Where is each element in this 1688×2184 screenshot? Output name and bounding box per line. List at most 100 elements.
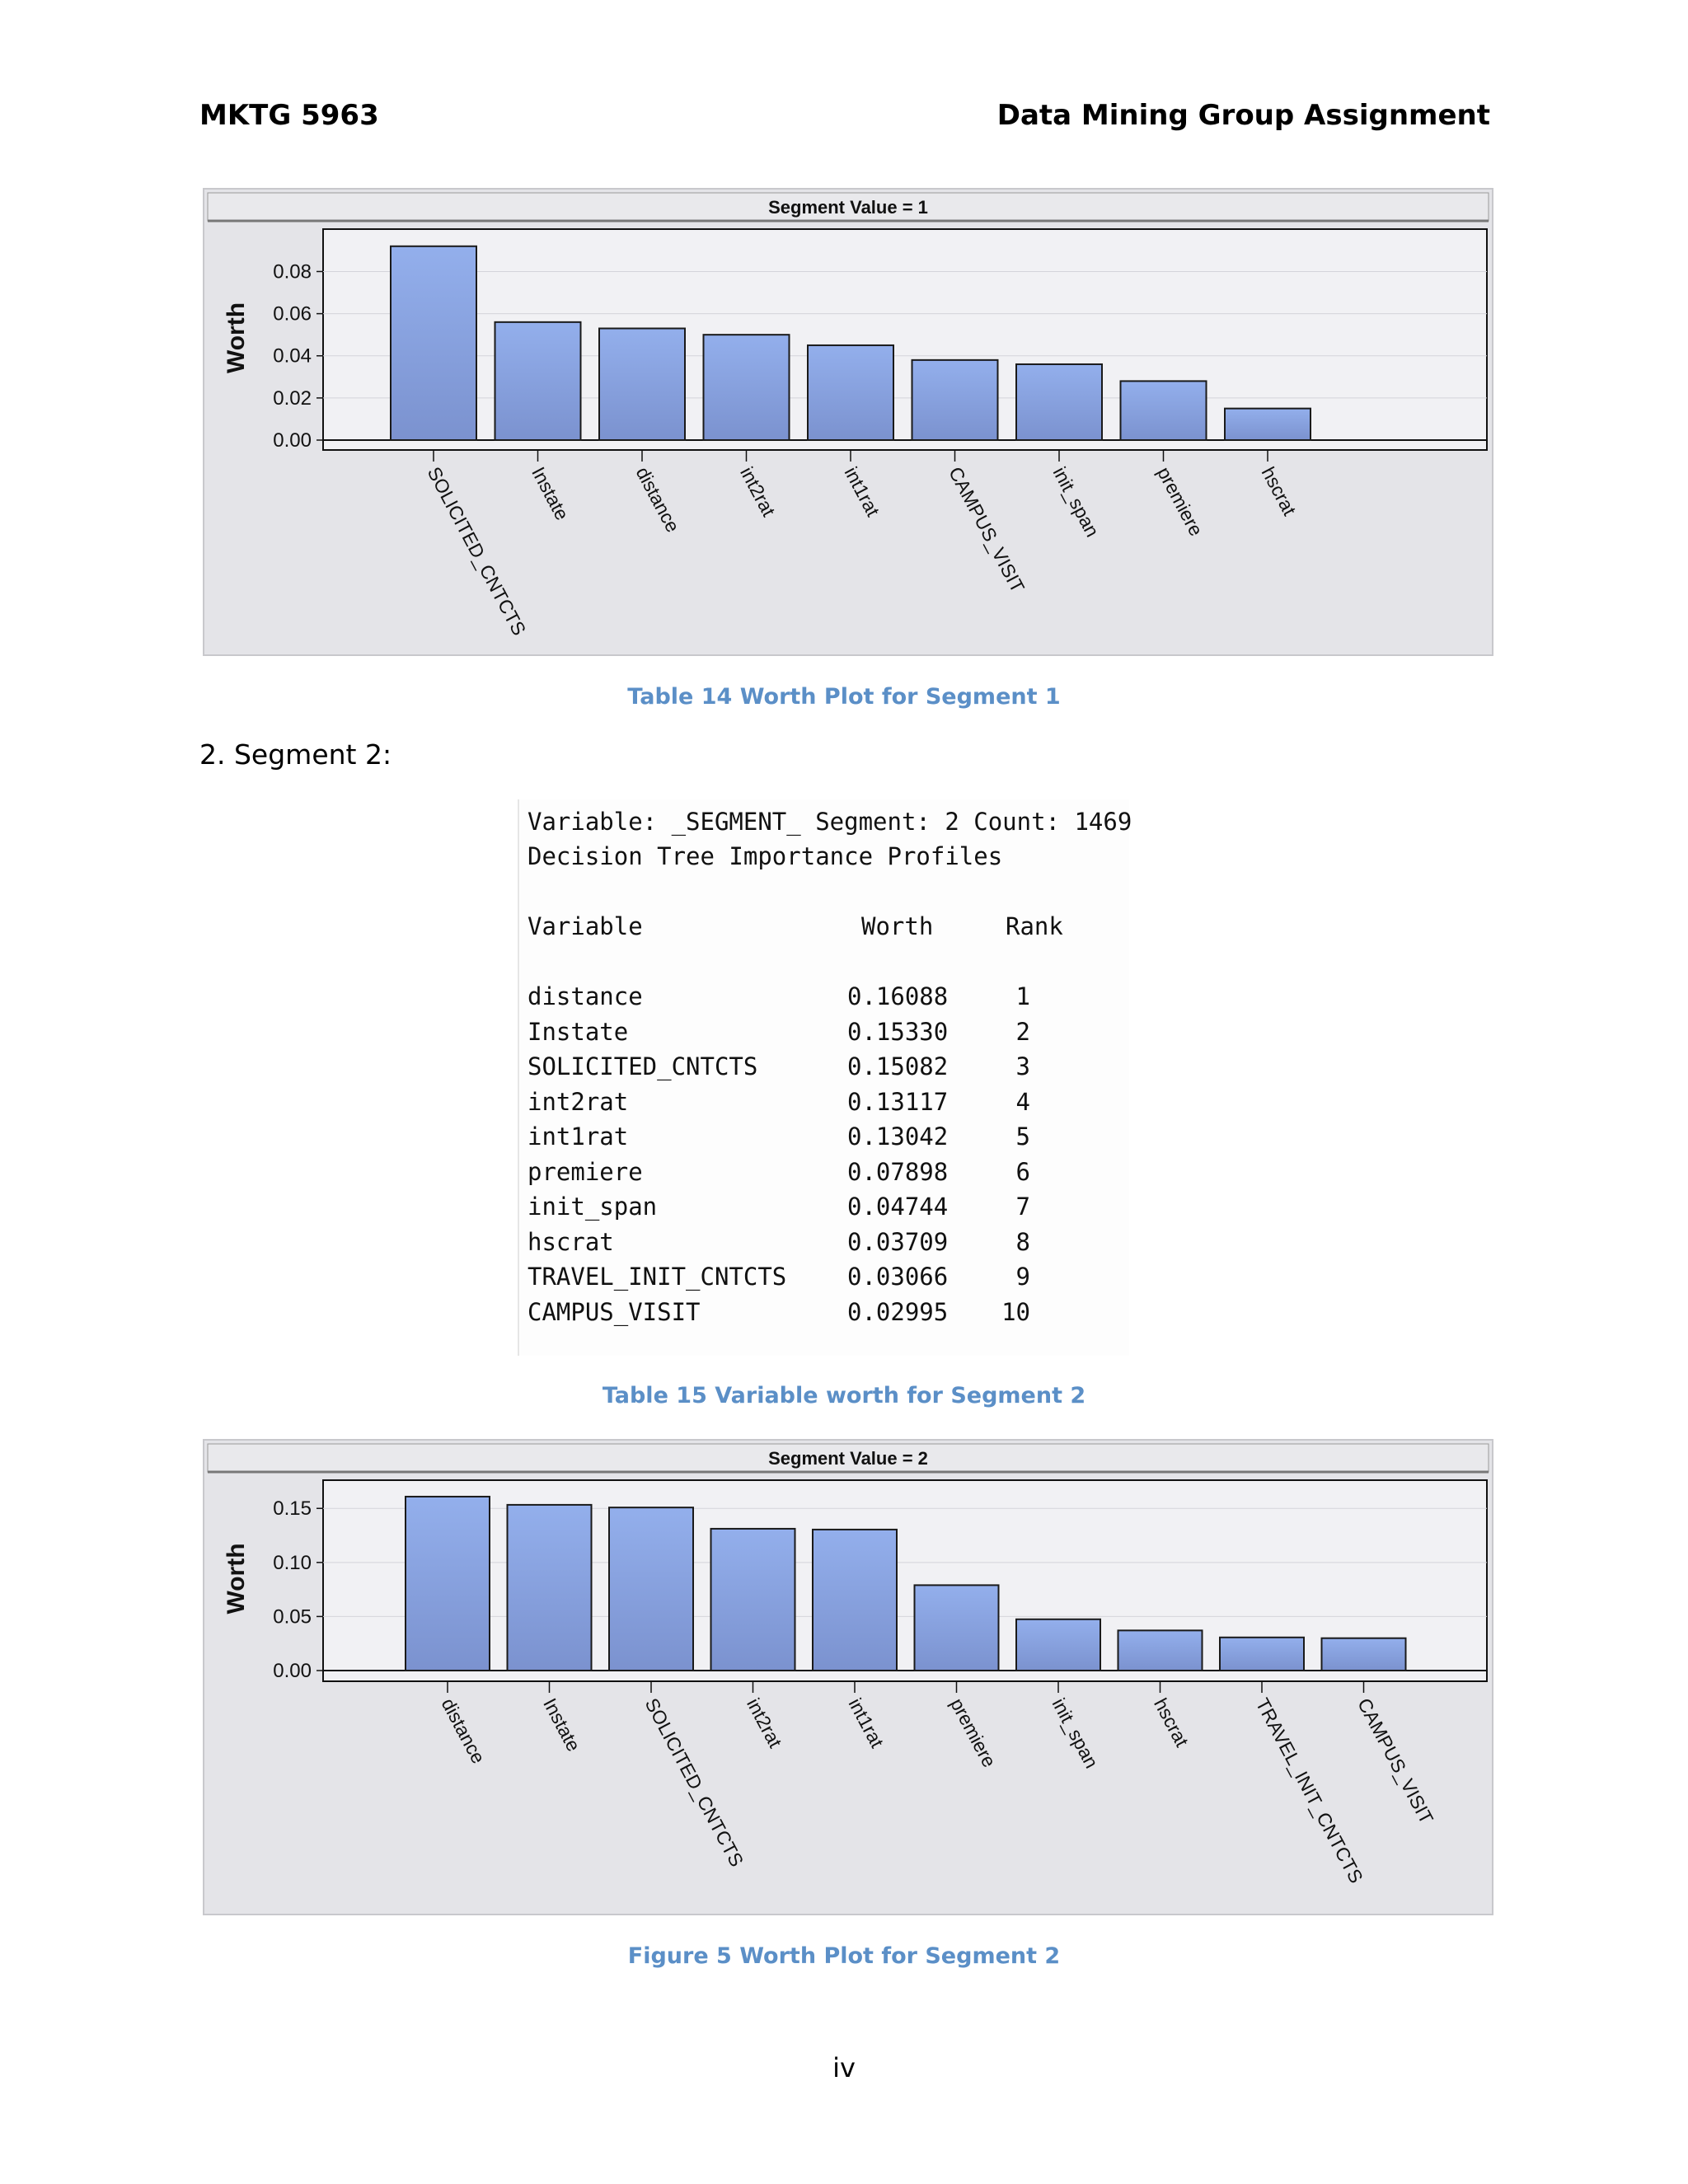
section-label-segment-2: 2. Segment 2: — [199, 738, 392, 771]
y-tick-label: 0.10 — [273, 1552, 312, 1574]
table-caption-segment-2: Table 15 Variable worth for Segment 2 — [602, 1383, 1086, 1408]
y-tick-label: 0.00 — [273, 429, 312, 452]
y-axis-label: Worth — [223, 1543, 250, 1614]
y-tick-label: 0.04 — [273, 345, 312, 368]
listing-row-variable: TRAVEL_INIT_CNTCTS — [528, 1263, 787, 1291]
x-tick-label: CAMPUS_VISIT — [1353, 1694, 1437, 1827]
chart-title-bar — [207, 192, 1489, 222]
listing-row-worth: 0.13117 — [847, 1087, 949, 1116]
bar — [390, 245, 477, 441]
listing-row-variable: distance — [528, 982, 643, 1010]
x-tick-label: premiere — [946, 1694, 1001, 1770]
listing-header-worth: Worth — [861, 912, 934, 940]
bar — [598, 327, 686, 441]
listing-header-variable: Variable — [528, 912, 643, 940]
listing-row-rank: 8 — [1015, 1227, 1030, 1256]
x-tick-label: CAMPUS_VISIT — [945, 463, 1029, 596]
listing-row-rank: 4 — [1015, 1087, 1030, 1116]
listing-row-rank: 1 — [1015, 982, 1030, 1010]
page-number: iv — [832, 2052, 856, 2083]
x-tick-label: Instate — [528, 463, 573, 523]
listing-row-worth: 0.02995 — [847, 1297, 949, 1326]
bar — [506, 1503, 593, 1672]
x-tick-label: hscrat — [1150, 1694, 1193, 1750]
bar — [1117, 1629, 1203, 1672]
x-tick-label: distance — [438, 1694, 490, 1767]
x-tick-label: Instate — [539, 1694, 584, 1755]
x-tick-label: TRAVEL_INIT_CNTCTS — [1252, 1694, 1367, 1886]
bar — [913, 1584, 1000, 1671]
listing-row-worth: 0.03066 — [847, 1263, 949, 1291]
y-tick-label: 0.05 — [273, 1605, 312, 1628]
y-tick-label: 0.08 — [273, 260, 312, 283]
bar — [1224, 407, 1311, 441]
listing-row-rank: 10 — [1001, 1297, 1030, 1326]
listing-row-worth: 0.04744 — [847, 1193, 949, 1221]
y-tick-label: 0.15 — [273, 1497, 312, 1520]
bar — [702, 334, 790, 441]
listing-title-line: Variable: _SEGMENT_ Segment: 2 Count: 14… — [528, 808, 1132, 836]
listing-row-rank: 7 — [1015, 1193, 1030, 1221]
bar — [494, 321, 582, 441]
chart-title: Segment Value = 1 — [768, 197, 928, 218]
x-tick-label: SOLICITED_CNTCTS — [424, 463, 531, 639]
bar — [1015, 363, 1103, 441]
figure-caption-segment-1: Table 14 Worth Plot for Segment 1 — [627, 684, 1061, 710]
listing-row-variable: Instate — [528, 1017, 629, 1046]
listing-row-worth: 0.15082 — [847, 1052, 949, 1080]
x-tick-label: SOLICITED_CNTCTS — [641, 1694, 748, 1870]
listing-row-variable: int1rat — [528, 1122, 629, 1151]
x-tick-label: init_span — [1048, 1694, 1103, 1772]
bar — [1219, 1636, 1305, 1671]
listing-row-worth: 0.16088 — [847, 982, 949, 1010]
bar — [1015, 1618, 1101, 1671]
x-tick-label: int2rat — [743, 1694, 786, 1751]
bar — [911, 359, 999, 442]
y-tick-label: 0.00 — [273, 1660, 312, 1682]
x-tick-label: init_span — [1049, 463, 1104, 541]
listing-row-rank: 2 — [1015, 1017, 1030, 1046]
y-tick-label: 0.02 — [273, 387, 312, 410]
worth-plot-segment-2: Segment Value = 2 0.15 0.10 0.05 0.00 Worth di… — [203, 1439, 1493, 1915]
listing-row-worth: 0.15330 — [847, 1017, 949, 1046]
listing-row-rank: 6 — [1015, 1157, 1030, 1186]
y-tick-label: 0.06 — [273, 303, 312, 326]
document-header-title: Data Mining Group Assignment — [996, 99, 1490, 132]
bar — [1320, 1637, 1407, 1671]
bar — [812, 1528, 898, 1671]
plot-area — [322, 1479, 1488, 1682]
bar — [807, 344, 894, 441]
listing-row-rank: 3 — [1015, 1052, 1030, 1080]
bar — [608, 1507, 694, 1671]
document-header-course: MKTG 5963 — [199, 99, 379, 132]
bar — [1119, 380, 1207, 441]
chart-title: Segment Value = 2 — [768, 1448, 928, 1469]
bar — [405, 1495, 490, 1672]
listing-row-variable: int2rat — [528, 1087, 629, 1116]
x-tick-label: int1rat — [841, 463, 884, 520]
listing-subtitle-line: Decision Tree Importance Profiles — [528, 842, 1003, 870]
listing-row-variable: init_span — [528, 1193, 658, 1221]
listing-row-worth: 0.13042 — [847, 1122, 949, 1151]
y-axis-label: Worth — [223, 302, 250, 373]
listing-header-rank: Rank — [1006, 912, 1063, 940]
worth-plot-segment-1-svg: Segment Value = 1 0.08 0.06 0.04 0.02 0.00 Wor… — [207, 192, 1489, 639]
x-tick-label: int1rat — [845, 1694, 889, 1751]
x-tick-label: int2rat — [736, 463, 780, 520]
listing-row-variable: SOLICITED_CNTCTS — [528, 1052, 758, 1080]
worth-plot-segment-2-svg: Segment Value = 2 0.15 0.10 0.05 0.00 Worth di… — [207, 1443, 1489, 1886]
listing-row-rank: 9 — [1015, 1263, 1030, 1291]
worth-plot-segment-1: Segment Value = 1 0.08 0.06 0.04 0.02 0.00 Wor… — [203, 188, 1493, 656]
figure-caption-segment-2: Figure 5 Worth Plot for Segment 2 — [627, 1943, 1061, 1969]
variable-worth-listing: Variable: _SEGMENT_ Segment: 2 Count: 14… — [518, 799, 1132, 1356]
listing-row-rank: 5 — [1015, 1122, 1030, 1151]
x-tick-label: hscrat — [1258, 463, 1301, 519]
listing-row-worth: 0.03709 — [847, 1227, 949, 1256]
listing-row-variable: premiere — [528, 1157, 643, 1186]
listing-row-variable: hscrat — [528, 1227, 614, 1256]
listing-row-variable: CAMPUS_VISIT — [528, 1297, 701, 1326]
x-tick-label: distance — [632, 463, 684, 536]
listing-row-worth: 0.07898 — [847, 1157, 949, 1186]
bar — [710, 1527, 796, 1671]
x-tick-label: premiere — [1153, 463, 1207, 539]
